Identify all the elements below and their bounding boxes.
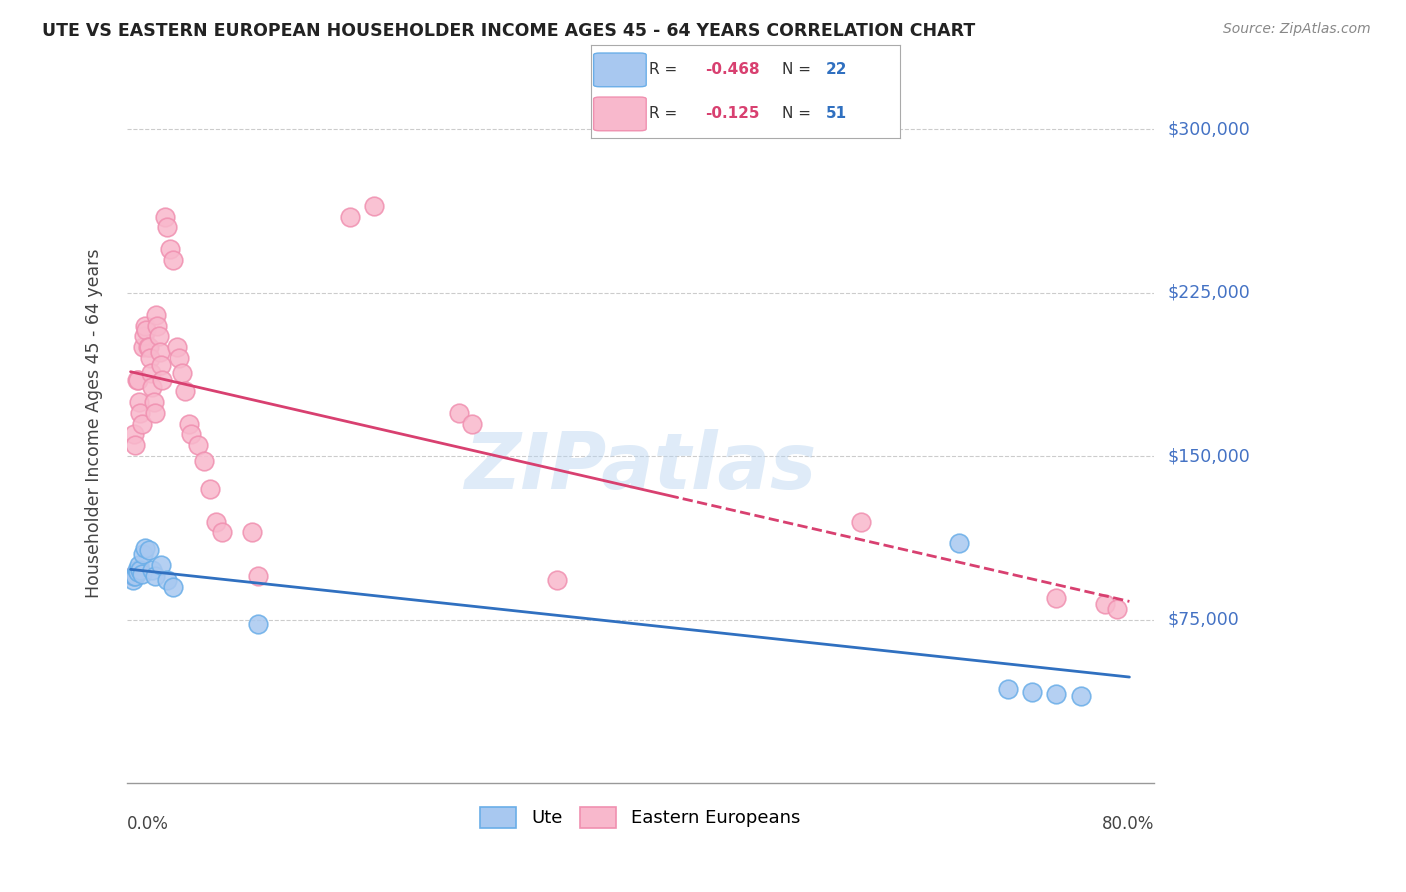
Point	[948, 536, 970, 550]
Point	[122, 569, 145, 583]
Point	[150, 373, 173, 387]
Text: 80.0%: 80.0%	[1101, 815, 1154, 833]
Point	[170, 367, 193, 381]
Point	[156, 220, 179, 235]
Text: 0.0%: 0.0%	[127, 815, 169, 833]
Text: -0.125: -0.125	[704, 106, 759, 121]
Point	[198, 482, 221, 496]
Point	[145, 308, 167, 322]
Point	[122, 574, 145, 588]
FancyBboxPatch shape	[593, 97, 647, 131]
Point	[136, 340, 159, 354]
Text: -0.468: -0.468	[704, 62, 759, 78]
Point	[211, 525, 233, 540]
Point	[150, 558, 173, 573]
Point	[146, 318, 169, 333]
Point	[177, 417, 200, 431]
Point	[240, 525, 263, 540]
Point	[153, 210, 176, 224]
Point	[127, 373, 149, 387]
Text: UTE VS EASTERN EUROPEAN HOUSEHOLDER INCOME AGES 45 - 64 YEARS CORRELATION CHART: UTE VS EASTERN EUROPEAN HOUSEHOLDER INCO…	[42, 22, 976, 40]
Point	[1107, 601, 1129, 615]
Point	[138, 543, 160, 558]
Text: $75,000: $75,000	[1167, 611, 1240, 629]
Point	[132, 547, 155, 561]
Point	[449, 406, 471, 420]
Legend: Ute, Eastern Europeans: Ute, Eastern Europeans	[474, 800, 807, 835]
Point	[135, 323, 157, 337]
Point	[143, 406, 166, 420]
Point	[150, 358, 173, 372]
Text: N =: N =	[782, 62, 815, 78]
Point	[997, 682, 1019, 697]
Point	[1070, 689, 1092, 703]
Point	[134, 541, 156, 555]
Point	[1045, 591, 1067, 605]
FancyBboxPatch shape	[593, 53, 647, 87]
Text: 51: 51	[825, 106, 846, 121]
Point	[124, 438, 146, 452]
Point	[363, 199, 385, 213]
Point	[546, 574, 568, 588]
Point	[122, 427, 145, 442]
Point	[247, 617, 270, 632]
Point	[131, 566, 153, 581]
Point	[187, 438, 209, 452]
Point	[142, 394, 165, 409]
Text: 22: 22	[825, 62, 846, 78]
Y-axis label: Householder Income Ages 45 - 64 years: Householder Income Ages 45 - 64 years	[86, 249, 103, 599]
Point	[132, 329, 155, 343]
Point	[205, 515, 228, 529]
Point	[132, 340, 155, 354]
Point	[131, 417, 153, 431]
Point	[141, 367, 163, 381]
Point	[128, 558, 150, 573]
Point	[141, 562, 163, 576]
Point	[166, 340, 188, 354]
Point	[851, 515, 873, 529]
Point	[193, 453, 215, 467]
Point	[1021, 684, 1043, 698]
Point	[125, 562, 148, 576]
Point	[122, 569, 145, 583]
Point	[127, 565, 149, 579]
Point	[1094, 598, 1116, 612]
Text: ZIPatlas: ZIPatlas	[464, 429, 817, 505]
Text: $225,000: $225,000	[1167, 284, 1250, 301]
Point	[141, 379, 163, 393]
Point	[460, 417, 482, 431]
Text: $150,000: $150,000	[1167, 447, 1250, 466]
Point	[247, 569, 270, 583]
Point	[125, 373, 148, 387]
Point	[134, 318, 156, 333]
Text: Source: ZipAtlas.com: Source: ZipAtlas.com	[1223, 22, 1371, 37]
Point	[159, 242, 181, 256]
Point	[138, 340, 160, 354]
Point	[180, 427, 202, 442]
Point	[148, 329, 170, 343]
Point	[174, 384, 197, 398]
Point	[129, 562, 152, 576]
Text: R =: R =	[650, 62, 682, 78]
Point	[149, 344, 172, 359]
Point	[128, 394, 150, 409]
Point	[129, 406, 152, 420]
Point	[139, 351, 162, 366]
Text: $300,000: $300,000	[1167, 120, 1250, 138]
Point	[162, 253, 184, 268]
Point	[162, 580, 184, 594]
Point	[156, 574, 179, 588]
Point	[339, 210, 361, 224]
Text: R =: R =	[650, 106, 682, 121]
Point	[1045, 687, 1067, 701]
Point	[143, 569, 166, 583]
Point	[124, 569, 146, 583]
Text: N =: N =	[782, 106, 815, 121]
Point	[169, 351, 191, 366]
